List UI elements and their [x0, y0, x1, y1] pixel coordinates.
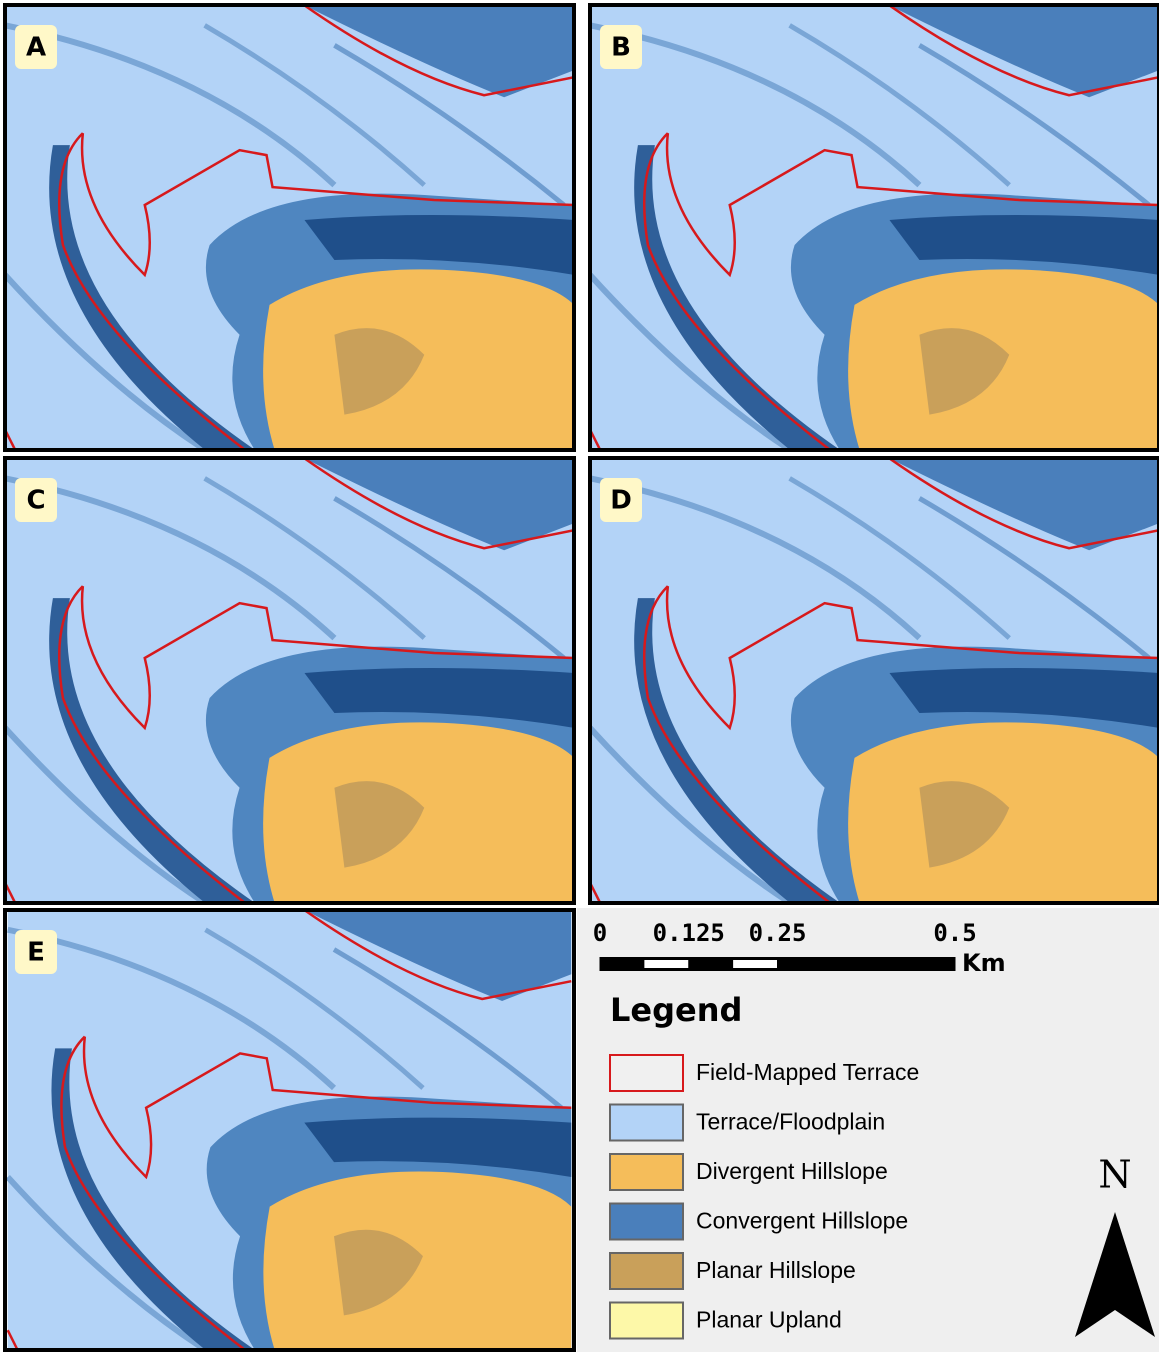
map-image	[5, 458, 574, 902]
map-panel: A	[5, 5, 574, 450]
legend-label: Field-Mapped Terrace	[696, 1059, 919, 1085]
panel-label: C	[26, 486, 45, 516]
map-panel: E	[5, 910, 574, 1350]
legend-swatch	[610, 1055, 683, 1091]
panel-label: D	[610, 486, 632, 516]
legend-swatch	[610, 1303, 683, 1339]
scale-tick-label: 0.125	[653, 919, 725, 947]
scale-unit: Km	[962, 949, 1006, 977]
figure: A B C D E 0 0.125 0.25 0.5Km Legend Field-Mappe…	[0, 0, 1159, 1352]
scale-bar-segment	[644, 960, 688, 968]
north-label: N	[1098, 1153, 1131, 1197]
map-image	[590, 458, 1159, 902]
legend-label: Planar Upland	[696, 1307, 842, 1333]
legend-label: Planar Hillslope	[696, 1257, 856, 1283]
legend-swatch	[610, 1253, 683, 1289]
map-panel: C	[5, 458, 574, 903]
map-image	[590, 5, 1159, 449]
panel-label: A	[26, 33, 46, 63]
panel-label: E	[27, 938, 45, 968]
panel-label: B	[611, 33, 631, 63]
legend-title: Legend	[610, 991, 742, 1029]
scale-tick-label: 0	[593, 919, 607, 947]
legend-label: Terrace/Floodplain	[696, 1109, 885, 1135]
map-image	[5, 5, 574, 449]
legend-swatch	[610, 1105, 683, 1141]
scale-tick-label: 0.25	[749, 919, 807, 947]
map-panel: D	[590, 458, 1159, 903]
scale-bar-segment	[733, 960, 777, 968]
legend-label: Convergent Hillslope	[696, 1208, 908, 1234]
legend-label: Divergent Hillslope	[696, 1158, 888, 1184]
scale-tick-label: 0.5	[933, 919, 976, 947]
legend-swatch	[610, 1154, 683, 1190]
map-image	[8, 910, 572, 1350]
map-panel: B	[590, 5, 1159, 450]
legend-swatch	[610, 1204, 683, 1240]
